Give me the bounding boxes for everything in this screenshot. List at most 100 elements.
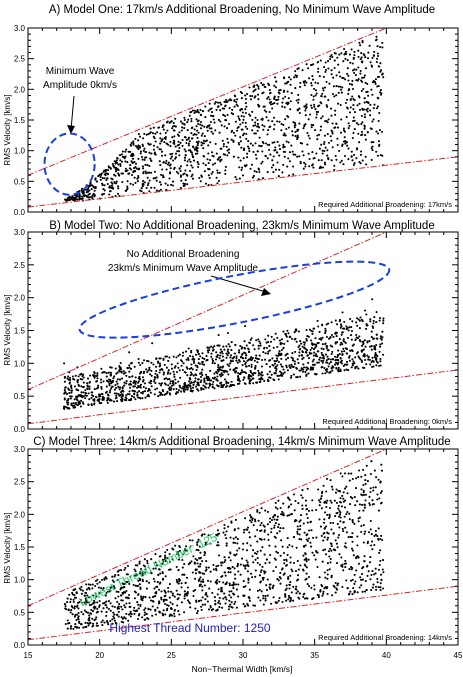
panel-b-point [113,392,116,395]
panel-c-point [194,557,197,561]
panel-b-point [248,379,252,382]
panel-a-point [375,130,378,133]
panel-a-point [73,197,76,200]
panel-a-point [334,154,337,158]
panel-c-point [85,610,88,613]
panel-b-point [372,319,375,322]
panel-a-point [357,95,360,98]
panel-c-point [302,522,305,525]
panel-b-point [122,370,125,373]
panel-c-point [334,491,337,494]
panel-a-point [353,153,356,156]
panel-b-point [105,375,108,378]
panel-c-point [362,468,365,471]
panel-c-point [288,543,291,547]
panel-b-point [338,338,341,341]
panel-c-point [200,580,203,583]
panel-b-point [77,401,80,404]
panel-b-point [230,349,233,352]
panel-c-point [234,554,237,557]
panel-a-point [247,147,251,150]
panel-a-point [158,148,161,151]
panel-c-point [342,497,345,500]
panel-c-point [193,562,196,565]
panel-a-point [220,158,223,161]
panel-c-point [250,515,253,518]
panel-a-point [283,77,286,80]
panel-a-point [155,179,158,182]
panel-a-point [186,183,189,186]
panel-c-point [354,580,357,583]
panel-c-point [282,551,286,555]
panel-c-point [158,611,161,614]
panel-c-point [189,545,192,548]
panel-b-point [121,397,124,400]
panel-a-point [312,98,315,101]
panel-c-point [117,590,120,593]
panel-b-point [347,369,350,372]
panel-b-point [185,366,188,369]
panel-a-point [351,95,354,98]
panel-a-point [353,71,356,74]
panel-c-point [277,523,280,526]
panel-c-point [269,583,272,586]
panel-a-point [340,52,343,55]
panel-c-point [97,586,100,589]
panel-b-point [374,354,377,357]
panel-a-point [372,141,375,144]
panel-a-points [64,35,385,202]
panel-a-point [348,111,352,114]
panel-b-point [219,354,222,357]
panel-b-point [321,372,324,375]
panel-b-point [314,346,317,349]
panel-c-point [373,573,376,576]
panel-c-point [253,604,257,607]
panel-c-point [335,512,338,515]
panel-b-point [292,373,295,376]
panel-b-point [364,358,367,362]
panel-c-point [272,596,275,599]
panel-b-point [329,358,332,361]
panel-a-point [288,76,291,79]
panel-a-point [308,165,311,168]
panel-c-point [84,603,87,606]
panel-a-point [168,164,171,167]
panel-a-point [216,158,219,161]
panel-a-point [323,86,326,89]
panel-b-point [381,336,384,339]
panel-b-point [322,359,325,362]
panel-c-point [293,520,296,523]
panel-b-point [134,398,137,401]
panel-b-point [109,389,112,392]
panel-b-point [169,382,172,385]
panel-b-point [223,369,227,372]
panel-c-point [225,542,228,545]
panel-b-point [273,359,276,362]
panel-a-point [143,132,146,135]
panel-b-point [218,357,221,360]
panel-c-point [269,553,272,557]
panel-c-point [228,594,231,597]
panel-b-point [137,396,140,399]
panel-a-point [240,146,243,149]
panel-a-point [353,128,356,131]
panel-c-point [248,519,252,522]
panel-c-point [186,586,189,589]
panel-c-point [217,601,220,604]
panel-b-point [175,356,178,359]
panel-a-point [232,113,235,116]
panel-a-point [142,167,145,170]
panel-a-point [239,108,242,111]
panel-a-point [331,130,334,133]
panel-b-point [63,407,66,410]
panel-c-point [357,520,360,523]
panel-c-point [272,516,275,519]
panel-a-point [271,107,274,110]
panel-b-point [379,364,382,367]
panel-a-point [367,51,370,54]
panel-b-point [360,360,363,364]
panel-c-point [188,539,191,542]
panel-c-point [168,552,171,556]
panel-b-point [118,366,121,369]
panel-c-point [201,533,204,536]
